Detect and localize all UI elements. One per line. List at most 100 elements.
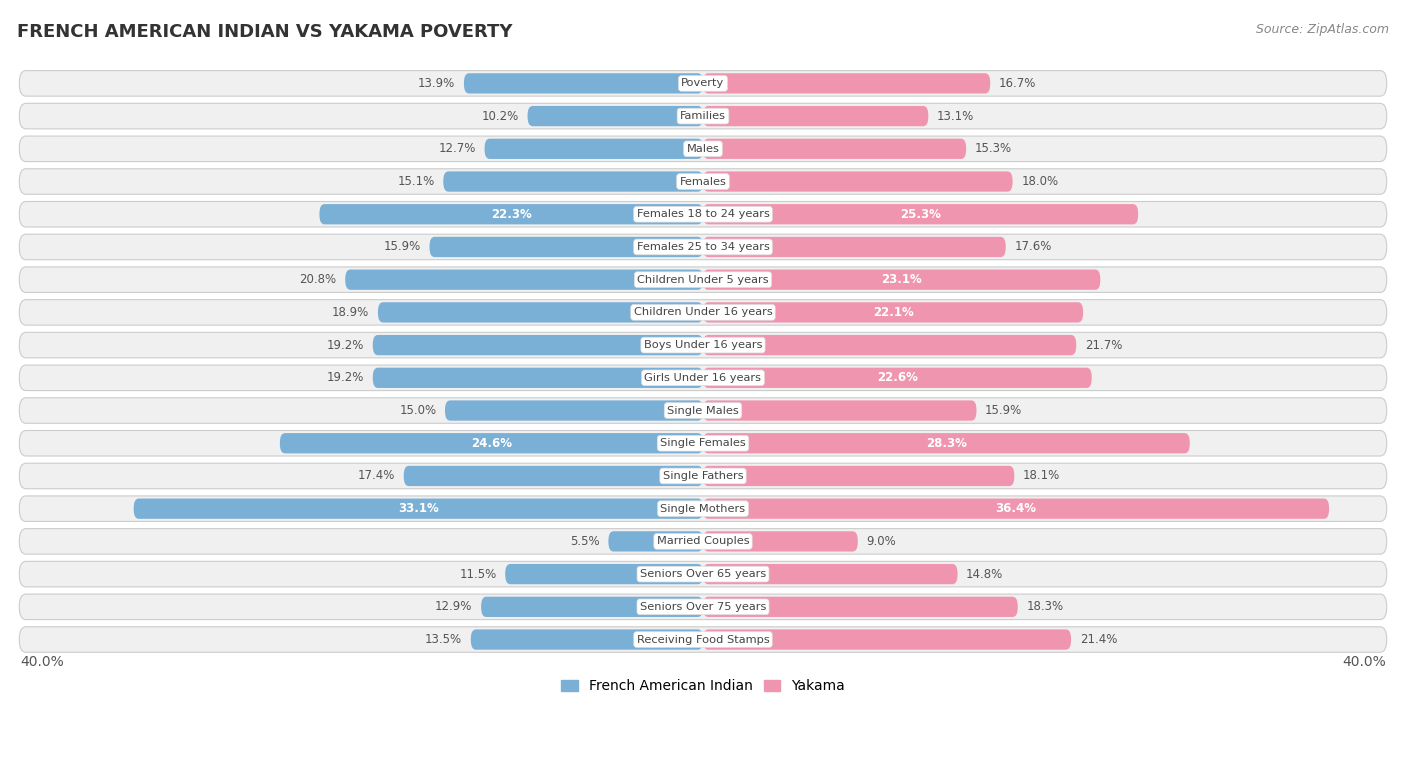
FancyBboxPatch shape	[703, 270, 1101, 290]
FancyBboxPatch shape	[20, 202, 1386, 227]
Text: 21.7%: 21.7%	[1085, 339, 1122, 352]
FancyBboxPatch shape	[20, 136, 1386, 161]
Text: Females 18 to 24 years: Females 18 to 24 years	[637, 209, 769, 219]
Text: 10.2%: 10.2%	[482, 110, 519, 123]
FancyBboxPatch shape	[703, 204, 1139, 224]
Text: 16.7%: 16.7%	[998, 77, 1036, 90]
Text: 14.8%: 14.8%	[966, 568, 1004, 581]
Text: 13.1%: 13.1%	[936, 110, 974, 123]
FancyBboxPatch shape	[20, 431, 1386, 456]
Text: FRENCH AMERICAN INDIAN VS YAKAMA POVERTY: FRENCH AMERICAN INDIAN VS YAKAMA POVERTY	[17, 23, 512, 41]
FancyBboxPatch shape	[443, 171, 703, 192]
Text: 20.8%: 20.8%	[299, 273, 336, 287]
Text: 18.9%: 18.9%	[332, 306, 370, 319]
Text: 22.1%: 22.1%	[873, 306, 914, 319]
Text: 19.2%: 19.2%	[326, 371, 364, 384]
FancyBboxPatch shape	[373, 368, 703, 388]
Text: Children Under 16 years: Children Under 16 years	[634, 308, 772, 318]
Text: Males: Males	[686, 144, 720, 154]
FancyBboxPatch shape	[404, 466, 703, 486]
Text: 40.0%: 40.0%	[20, 656, 63, 669]
FancyBboxPatch shape	[134, 499, 703, 518]
Text: 25.3%: 25.3%	[900, 208, 941, 221]
Text: 5.5%: 5.5%	[571, 535, 600, 548]
FancyBboxPatch shape	[703, 335, 1076, 356]
Text: Females: Females	[679, 177, 727, 186]
Text: 24.6%: 24.6%	[471, 437, 512, 449]
FancyBboxPatch shape	[20, 594, 1386, 619]
FancyBboxPatch shape	[703, 171, 1012, 192]
FancyBboxPatch shape	[703, 302, 1083, 323]
Text: Females 25 to 34 years: Females 25 to 34 years	[637, 242, 769, 252]
Text: 13.5%: 13.5%	[425, 633, 463, 646]
Text: 28.3%: 28.3%	[927, 437, 967, 449]
Text: 17.6%: 17.6%	[1014, 240, 1052, 253]
FancyBboxPatch shape	[20, 528, 1386, 554]
Text: Single Fathers: Single Fathers	[662, 471, 744, 481]
Text: 15.9%: 15.9%	[384, 240, 420, 253]
FancyBboxPatch shape	[20, 562, 1386, 587]
Text: 40.0%: 40.0%	[1343, 656, 1386, 669]
FancyBboxPatch shape	[703, 139, 966, 159]
Text: Single Females: Single Females	[661, 438, 745, 448]
FancyBboxPatch shape	[703, 433, 1189, 453]
Text: Single Males: Single Males	[666, 406, 740, 415]
Text: 12.9%: 12.9%	[434, 600, 472, 613]
Text: Single Mothers: Single Mothers	[661, 503, 745, 514]
FancyBboxPatch shape	[703, 236, 1005, 257]
Text: 36.4%: 36.4%	[995, 503, 1036, 515]
FancyBboxPatch shape	[280, 433, 703, 453]
Text: Source: ZipAtlas.com: Source: ZipAtlas.com	[1256, 23, 1389, 36]
FancyBboxPatch shape	[20, 234, 1386, 260]
FancyBboxPatch shape	[703, 629, 1071, 650]
FancyBboxPatch shape	[20, 627, 1386, 653]
FancyBboxPatch shape	[20, 299, 1386, 325]
Text: 9.0%: 9.0%	[866, 535, 896, 548]
FancyBboxPatch shape	[20, 103, 1386, 129]
Text: 15.9%: 15.9%	[986, 404, 1022, 417]
Text: 23.1%: 23.1%	[882, 273, 922, 287]
Text: 15.0%: 15.0%	[399, 404, 436, 417]
FancyBboxPatch shape	[703, 564, 957, 584]
FancyBboxPatch shape	[609, 531, 703, 552]
FancyBboxPatch shape	[703, 531, 858, 552]
Text: 11.5%: 11.5%	[460, 568, 496, 581]
Legend: French American Indian, Yakama: French American Indian, Yakama	[555, 674, 851, 699]
Text: 19.2%: 19.2%	[326, 339, 364, 352]
Text: 12.7%: 12.7%	[439, 143, 477, 155]
Text: 18.0%: 18.0%	[1021, 175, 1059, 188]
Text: Girls Under 16 years: Girls Under 16 years	[644, 373, 762, 383]
Text: 33.1%: 33.1%	[398, 503, 439, 515]
FancyBboxPatch shape	[505, 564, 703, 584]
FancyBboxPatch shape	[703, 597, 1018, 617]
FancyBboxPatch shape	[703, 400, 977, 421]
Text: Married Couples: Married Couples	[657, 537, 749, 547]
Text: 17.4%: 17.4%	[357, 469, 395, 482]
Text: 22.3%: 22.3%	[491, 208, 531, 221]
FancyBboxPatch shape	[319, 204, 703, 224]
FancyBboxPatch shape	[20, 332, 1386, 358]
Text: 22.6%: 22.6%	[877, 371, 918, 384]
FancyBboxPatch shape	[703, 466, 1014, 486]
FancyBboxPatch shape	[703, 74, 990, 93]
FancyBboxPatch shape	[20, 169, 1386, 194]
FancyBboxPatch shape	[485, 139, 703, 159]
Text: Boys Under 16 years: Boys Under 16 years	[644, 340, 762, 350]
Text: 21.4%: 21.4%	[1080, 633, 1116, 646]
FancyBboxPatch shape	[20, 70, 1386, 96]
FancyBboxPatch shape	[703, 106, 928, 127]
Text: Poverty: Poverty	[682, 78, 724, 89]
FancyBboxPatch shape	[373, 335, 703, 356]
Text: 15.1%: 15.1%	[398, 175, 434, 188]
Text: 18.1%: 18.1%	[1024, 469, 1060, 482]
FancyBboxPatch shape	[527, 106, 703, 127]
FancyBboxPatch shape	[20, 463, 1386, 489]
FancyBboxPatch shape	[703, 499, 1329, 518]
FancyBboxPatch shape	[20, 398, 1386, 423]
FancyBboxPatch shape	[481, 597, 703, 617]
FancyBboxPatch shape	[378, 302, 703, 323]
FancyBboxPatch shape	[20, 365, 1386, 390]
Text: Seniors Over 65 years: Seniors Over 65 years	[640, 569, 766, 579]
Text: Families: Families	[681, 111, 725, 121]
Text: Children Under 5 years: Children Under 5 years	[637, 274, 769, 285]
